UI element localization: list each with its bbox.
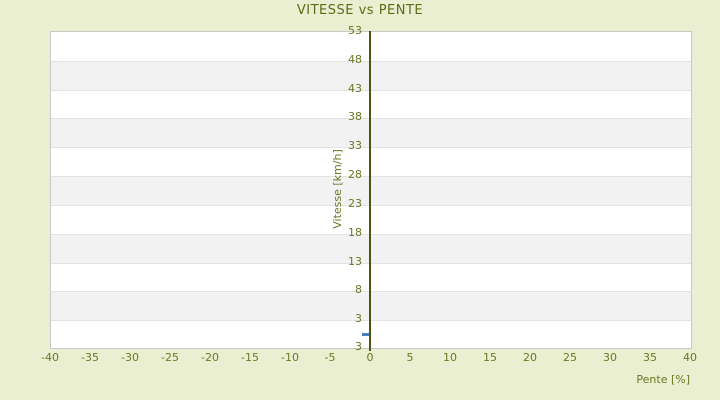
data-point-marker <box>361 332 369 336</box>
y-tick-label: 18 <box>348 225 362 239</box>
plot-area <box>50 31 692 349</box>
x-tick-label: 20 <box>523 351 537 364</box>
x-tick-label: 35 <box>643 351 657 364</box>
x-tick-label: -25 <box>161 351 179 364</box>
x-tick-label: 30 <box>603 351 617 364</box>
y-tick-label: 28 <box>348 168 362 182</box>
y-tick-label: 38 <box>348 110 362 124</box>
y-gridline <box>51 60 691 62</box>
plot-band <box>51 204 691 234</box>
y-gridline <box>51 262 691 264</box>
x-tick-label: -30 <box>121 351 139 364</box>
plot-band <box>51 291 691 321</box>
x-tick-label: 0 <box>366 351 374 364</box>
y-gridline <box>51 89 691 91</box>
x-axis-title: Pente [%] <box>636 373 690 386</box>
y-gridline <box>51 176 691 178</box>
x-tick-label: 5 <box>406 351 414 364</box>
x-tick-label: -15 <box>241 351 259 364</box>
x-tick-label: 25 <box>563 351 577 364</box>
plot-band <box>51 32 691 61</box>
x-tick-label: -35 <box>81 351 99 364</box>
y-tick-label: 53 <box>348 24 362 37</box>
y-gridline <box>51 320 691 322</box>
plot-band <box>51 320 691 348</box>
x-tick-label: 40 <box>683 351 697 364</box>
y-gridline <box>51 118 691 120</box>
x-tick-label: -5 <box>324 351 336 364</box>
plot-band <box>51 176 691 205</box>
y-tick-label: 33 <box>348 139 362 153</box>
plot-band <box>51 118 691 148</box>
y-gridline <box>51 147 691 149</box>
x-tick-label: -10 <box>281 351 299 364</box>
plot-band <box>51 89 691 119</box>
y-tick-label: 13 <box>348 254 362 268</box>
y-gridline <box>51 204 691 206</box>
y-gridline <box>51 233 691 235</box>
y-tick-label: 3 <box>355 312 362 326</box>
y-axis-line <box>368 31 371 351</box>
y-tick-label: 8 <box>355 283 362 297</box>
plot-band <box>51 147 691 177</box>
x-tick-label: 15 <box>483 351 497 364</box>
x-tick-label: -40 <box>41 351 59 364</box>
y-tick-label: 3 <box>355 340 362 353</box>
chart-title: VITESSE vs PENTE <box>296 3 424 18</box>
y-tick-label: 43 <box>348 81 362 95</box>
x-tick-label: -20 <box>201 351 219 364</box>
y-tick-label: 23 <box>348 196 362 210</box>
plot-band <box>51 60 691 90</box>
plot-band <box>51 233 691 263</box>
y-tick-label: 48 <box>348 52 362 66</box>
plot-band <box>51 262 691 292</box>
x-tick-label: 10 <box>443 351 457 364</box>
y-gridline <box>51 291 691 293</box>
y-axis-title: Vitesse [km/h] <box>331 149 344 229</box>
